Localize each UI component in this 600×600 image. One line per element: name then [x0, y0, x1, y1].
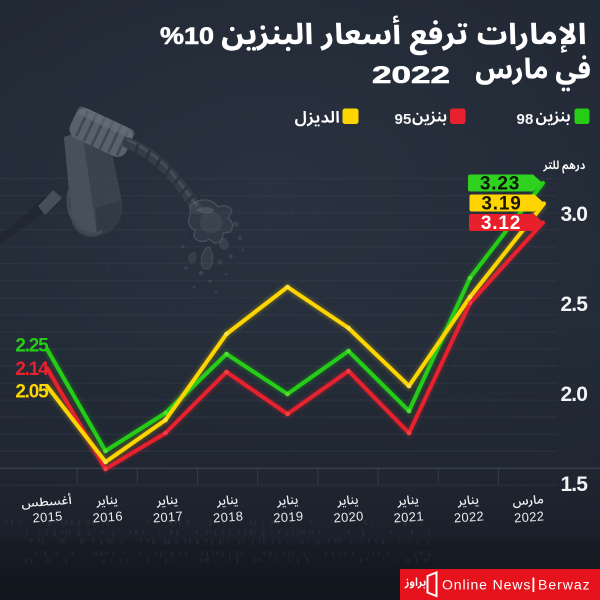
svg-text:2017: 2017 [152, 508, 183, 525]
svg-text:2015: 2015 [32, 508, 63, 525]
svg-text:2022: 2022 [514, 508, 545, 525]
svg-text:2022: 2022 [372, 62, 450, 89]
svg-text:2.05: 2.05 [15, 382, 49, 403]
svg-text:Online News: Online News [442, 577, 531, 593]
svg-text:2018: 2018 [213, 508, 244, 525]
svg-text:95: 95 [395, 111, 412, 128]
svg-text:2022: 2022 [453, 508, 484, 525]
svg-text:Berwaz: Berwaz [538, 577, 591, 593]
svg-text:2.14: 2.14 [15, 359, 49, 380]
svg-text:%10: %10 [160, 23, 214, 50]
svg-text:2.5: 2.5 [561, 293, 589, 316]
svg-text:2019: 2019 [273, 508, 304, 525]
svg-text:2021: 2021 [393, 508, 424, 525]
svg-text:2.25: 2.25 [15, 336, 49, 357]
svg-text:2020: 2020 [333, 508, 364, 525]
svg-text:3.23: 3.23 [480, 174, 520, 195]
svg-text:2016: 2016 [92, 508, 123, 525]
svg-text:2.0: 2.0 [561, 383, 588, 406]
svg-text:3.0: 3.0 [561, 203, 588, 226]
svg-text:1.5: 1.5 [561, 473, 589, 496]
svg-text:3.12: 3.12 [481, 213, 521, 234]
svg-text:98: 98 [517, 111, 534, 128]
svg-text:3.19: 3.19 [481, 194, 521, 215]
